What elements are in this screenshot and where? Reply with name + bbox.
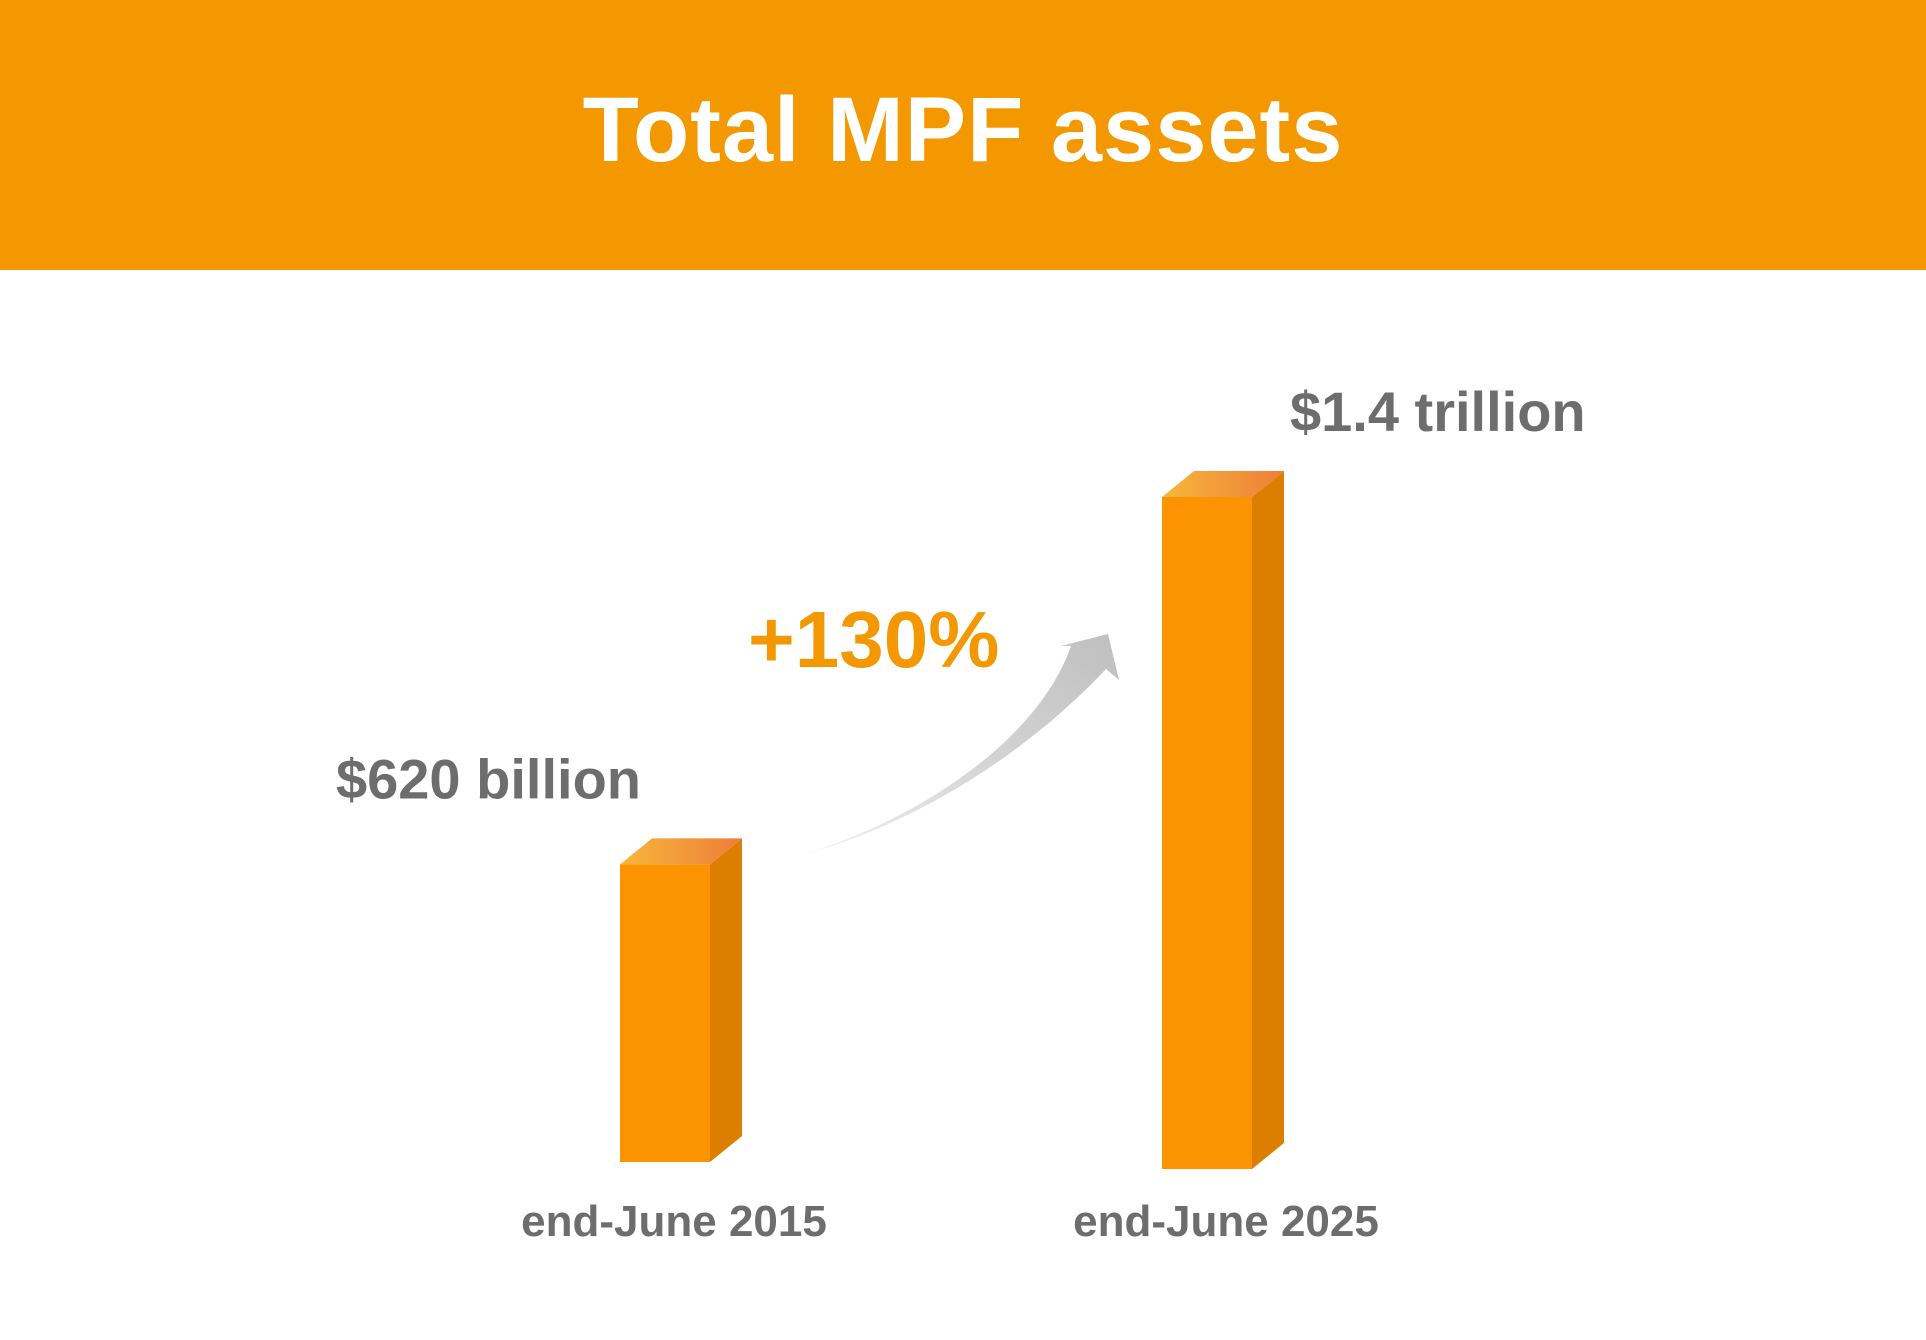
- growth-annotation: +130%: [748, 595, 999, 684]
- category-label-0: end-June 2015: [521, 1197, 827, 1246]
- category-label-1: end-June 2025: [1073, 1197, 1379, 1246]
- labels-group: $620 billion end-June 2015 $1.4 trillion en…: [336, 380, 1586, 1246]
- chart-title: Total MPF assets: [582, 78, 1344, 181]
- bar-side-1: [1252, 471, 1284, 1169]
- bars-group: [620, 471, 1284, 1169]
- bar-side-0: [710, 838, 742, 1162]
- bar-front-1: [1162, 497, 1252, 1169]
- bar-front-0: [620, 864, 710, 1162]
- bar-top-0: [620, 838, 742, 865]
- value-label-1: $1.4 trillion: [1290, 380, 1586, 443]
- growth-arrow: [802, 634, 1119, 855]
- title-banner: Total MPF assets: [0, 0, 1926, 270]
- bar-top-1: [1162, 471, 1284, 497]
- value-label-0: $620 billion: [336, 747, 641, 810]
